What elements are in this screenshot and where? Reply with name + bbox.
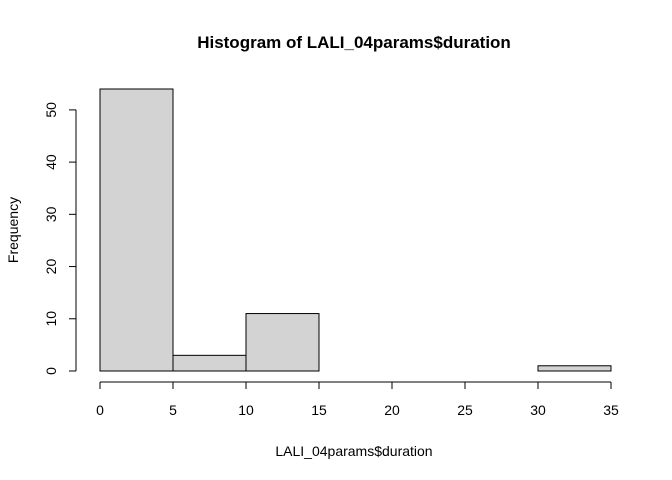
x-tick-label: 35 xyxy=(603,402,619,418)
x-tick-label: 30 xyxy=(530,402,546,418)
y-axis-label: Frequency xyxy=(5,197,21,263)
x-tick-label: 15 xyxy=(311,402,327,418)
y-tick-label: 40 xyxy=(43,154,59,170)
x-tick-label: 5 xyxy=(169,402,177,418)
x-tick-label: 25 xyxy=(457,402,473,418)
bars-group xyxy=(99,88,612,372)
histogram-bar-1 xyxy=(172,354,247,372)
x-tick-label: 10 xyxy=(238,402,254,418)
y-tick-label: 0 xyxy=(43,367,59,375)
histogram-bar-2 xyxy=(245,313,320,372)
x-axis-label: LALI_04params$duration xyxy=(275,443,432,459)
x-tick-label: 0 xyxy=(96,402,104,418)
y-tick-label: 30 xyxy=(43,206,59,222)
x-tick-label: 20 xyxy=(384,402,400,418)
y-tick-label: 10 xyxy=(43,311,59,327)
chart-title: Histogram of LALI_04params$duration xyxy=(197,33,511,52)
histogram-bar-0 xyxy=(99,88,174,372)
y-axis: 0 10 20 30 40 50 xyxy=(43,102,77,375)
y-tick-label: 20 xyxy=(43,259,59,275)
x-axis: 0 5 10 15 20 25 30 35 xyxy=(96,381,619,418)
y-tick-label: 50 xyxy=(43,102,59,118)
histogram-bar-6 xyxy=(537,365,612,372)
